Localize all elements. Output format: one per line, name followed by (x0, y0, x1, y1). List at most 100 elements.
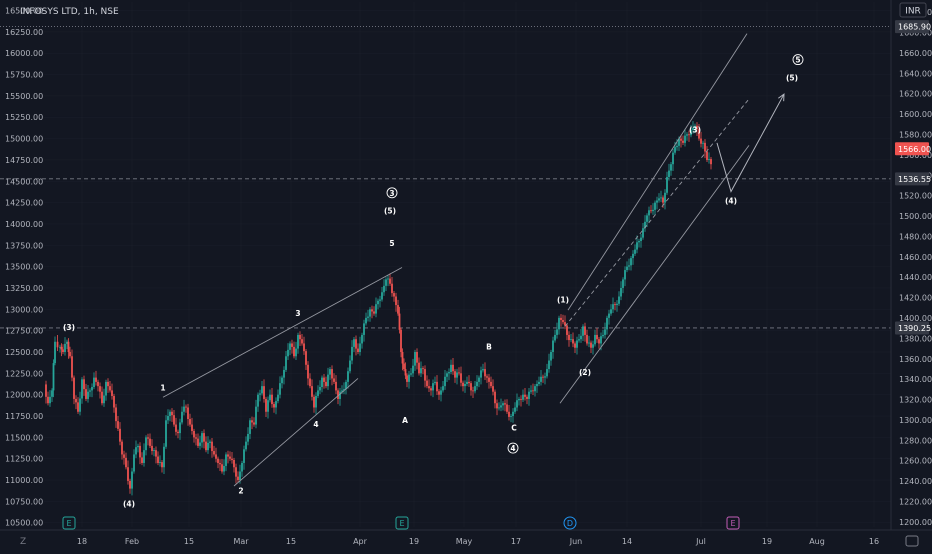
candle (133, 449, 135, 474)
candle (646, 213, 648, 228)
right-axis-tick: 1580.00 (899, 131, 932, 140)
candle (702, 140, 704, 149)
trendline[interactable] (559, 145, 750, 404)
candle-body (52, 363, 55, 391)
candle-body (135, 447, 137, 455)
trendline[interactable] (233, 378, 359, 487)
candle-body (698, 129, 700, 139)
currency-badge[interactable]: INR (899, 2, 927, 18)
candle (470, 381, 472, 396)
candle (62, 344, 64, 355)
wave-label: (3) (689, 126, 701, 135)
candle (289, 341, 291, 356)
candle-body (632, 253, 634, 259)
wave-circle-text: 4 (510, 444, 515, 453)
candle (191, 417, 193, 435)
candle (604, 322, 606, 339)
trendline[interactable] (162, 267, 403, 398)
candle (522, 389, 524, 402)
left-price-axis[interactable]: 16500.00 16250.00 16000.00 15750.00 15500.00… (5, 7, 43, 528)
candle-body (554, 334, 556, 341)
candle-body (373, 311, 375, 314)
time-axis[interactable]: 18 Feb 15 Mar 15 Apr 19 May 17 Jun 14 Jul 19 Aug 16 (0, 529, 932, 546)
candle-body (692, 127, 694, 131)
candle-body (610, 309, 612, 314)
price-level-tag[interactable]: 1390.25 (895, 321, 931, 335)
candle (578, 333, 580, 343)
candle (532, 383, 534, 395)
candle-body (353, 339, 355, 347)
candle-body (400, 329, 402, 352)
event-marker-earnings-upcoming[interactable]: E (726, 516, 740, 530)
candle-body (279, 383, 281, 395)
timezone-button[interactable]: Z (20, 537, 26, 547)
settings-button[interactable] (905, 535, 919, 547)
candle (508, 405, 510, 421)
trendlines[interactable] (162, 33, 785, 487)
candle (233, 457, 235, 473)
time-axis-tick: Feb (125, 537, 139, 546)
candle-body (289, 343, 291, 350)
candle (359, 336, 361, 356)
timezone-icon[interactable]: Z (20, 537, 26, 547)
candle (588, 335, 590, 348)
candle-body (558, 317, 560, 330)
candle-body (377, 300, 379, 305)
current-price-tag[interactable]: 1566.00 (895, 142, 931, 156)
candle (247, 427, 249, 446)
projection-path[interactable] (716, 93, 785, 193)
right-price-axis[interactable]: 1700.001680.001660.001640.001620.001600.… (890, 0, 932, 550)
candle (566, 323, 568, 341)
candle (430, 386, 432, 396)
candle-body (67, 341, 70, 352)
candle-body (552, 340, 554, 352)
candle-body (133, 454, 135, 472)
candle (403, 358, 405, 372)
candle-body (694, 125, 696, 128)
candle-body (213, 451, 215, 455)
candle (161, 459, 163, 473)
candle-body (397, 305, 399, 314)
candle (406, 373, 408, 388)
candle-body (590, 342, 592, 348)
event-marker-earnings[interactable]: E (62, 516, 76, 530)
candle-body (456, 372, 458, 378)
settings-icon[interactable] (905, 535, 919, 547)
candle-body (237, 476, 239, 481)
candle (281, 375, 283, 389)
price-level-tag[interactable]: 1536.55 (895, 172, 931, 186)
left-axis-tick: 15500.00 (5, 92, 43, 101)
candle-body (670, 164, 672, 171)
candle-body (153, 450, 155, 452)
right-axis-tick: 1640.00 (899, 69, 932, 78)
left-axis-tick: 13750.00 (5, 241, 43, 250)
candle-body (534, 386, 536, 392)
trendline[interactable] (567, 33, 748, 311)
candle-body (422, 368, 424, 370)
candle-body (149, 438, 151, 446)
candle-body (369, 309, 371, 317)
event-marker-earnings[interactable]: E (395, 516, 409, 530)
candle-body (107, 381, 109, 387)
candle (616, 300, 618, 312)
event-marker-dividend[interactable]: D (563, 516, 577, 530)
time-axis-tick: Jun (569, 537, 583, 546)
candle-body (359, 343, 361, 352)
candle-body (189, 419, 191, 425)
candle-body (269, 394, 271, 401)
candle (602, 329, 604, 339)
price-level-tag[interactable]: 1685.90 (895, 20, 931, 34)
candle-body (93, 377, 95, 387)
candle (418, 357, 420, 376)
candle-body (628, 265, 630, 267)
candle-body (696, 125, 698, 130)
candle-body (480, 370, 482, 378)
candle-body (317, 390, 319, 396)
candle-body (406, 375, 408, 382)
right-axis-tick: 1260.00 (899, 457, 932, 466)
candle-body (520, 398, 522, 400)
candle-body (60, 346, 63, 350)
